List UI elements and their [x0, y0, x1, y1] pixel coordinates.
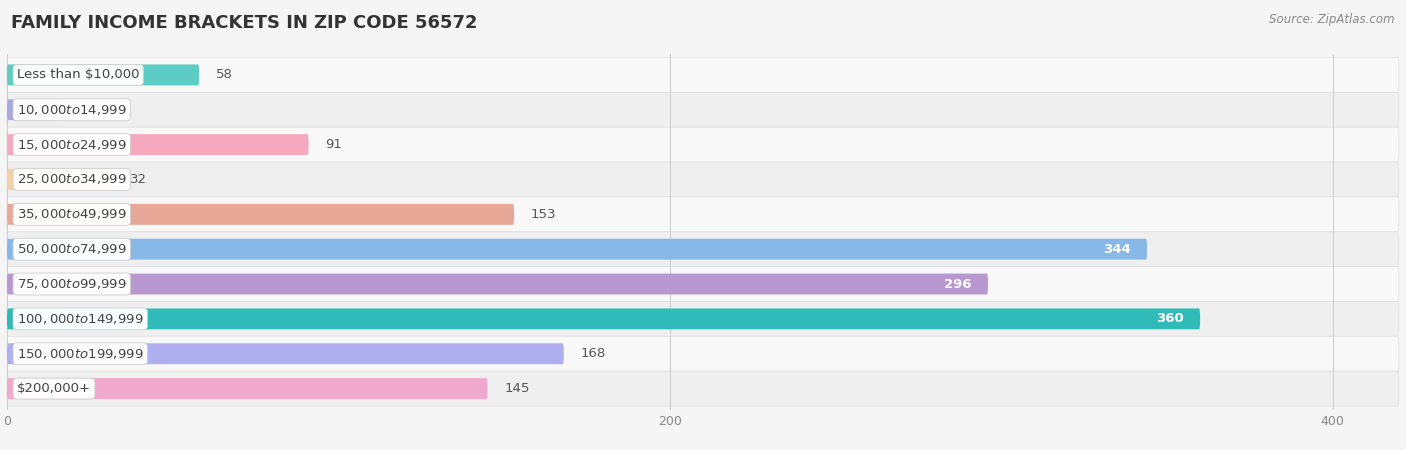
FancyBboxPatch shape — [7, 343, 564, 364]
FancyBboxPatch shape — [7, 64, 200, 86]
Text: 360: 360 — [1156, 312, 1184, 325]
Text: 58: 58 — [217, 68, 233, 81]
FancyBboxPatch shape — [7, 378, 488, 399]
FancyBboxPatch shape — [7, 127, 1399, 162]
FancyBboxPatch shape — [7, 266, 1399, 302]
Text: $35,000 to $49,999: $35,000 to $49,999 — [17, 207, 127, 221]
Text: $50,000 to $74,999: $50,000 to $74,999 — [17, 242, 127, 256]
FancyBboxPatch shape — [7, 58, 1399, 92]
Text: 296: 296 — [943, 278, 972, 291]
FancyBboxPatch shape — [7, 371, 1399, 406]
FancyBboxPatch shape — [7, 238, 1147, 260]
FancyBboxPatch shape — [7, 197, 1399, 232]
Text: $150,000 to $199,999: $150,000 to $199,999 — [17, 347, 143, 361]
FancyBboxPatch shape — [7, 169, 112, 190]
Text: 344: 344 — [1102, 243, 1130, 256]
FancyBboxPatch shape — [7, 336, 1399, 371]
Text: 145: 145 — [505, 382, 530, 395]
Text: $15,000 to $24,999: $15,000 to $24,999 — [17, 138, 127, 152]
Text: FAMILY INCOME BRACKETS IN ZIP CODE 56572: FAMILY INCOME BRACKETS IN ZIP CODE 56572 — [11, 14, 478, 32]
FancyBboxPatch shape — [7, 92, 1399, 127]
FancyBboxPatch shape — [7, 99, 63, 120]
Text: 153: 153 — [530, 208, 557, 221]
Text: $25,000 to $34,999: $25,000 to $34,999 — [17, 172, 127, 186]
Text: 17: 17 — [80, 103, 97, 116]
FancyBboxPatch shape — [7, 204, 515, 225]
FancyBboxPatch shape — [7, 302, 1399, 336]
Text: $200,000+: $200,000+ — [17, 382, 91, 395]
FancyBboxPatch shape — [7, 232, 1399, 266]
FancyBboxPatch shape — [7, 308, 1201, 329]
Text: $10,000 to $14,999: $10,000 to $14,999 — [17, 103, 127, 117]
Text: 32: 32 — [129, 173, 146, 186]
FancyBboxPatch shape — [7, 274, 988, 294]
Text: 168: 168 — [581, 347, 606, 360]
Text: Less than $10,000: Less than $10,000 — [17, 68, 139, 81]
FancyBboxPatch shape — [7, 162, 1399, 197]
Text: Source: ZipAtlas.com: Source: ZipAtlas.com — [1270, 14, 1395, 27]
FancyBboxPatch shape — [7, 134, 309, 155]
Text: $75,000 to $99,999: $75,000 to $99,999 — [17, 277, 127, 291]
Text: 91: 91 — [325, 138, 342, 151]
Text: $100,000 to $149,999: $100,000 to $149,999 — [17, 312, 143, 326]
